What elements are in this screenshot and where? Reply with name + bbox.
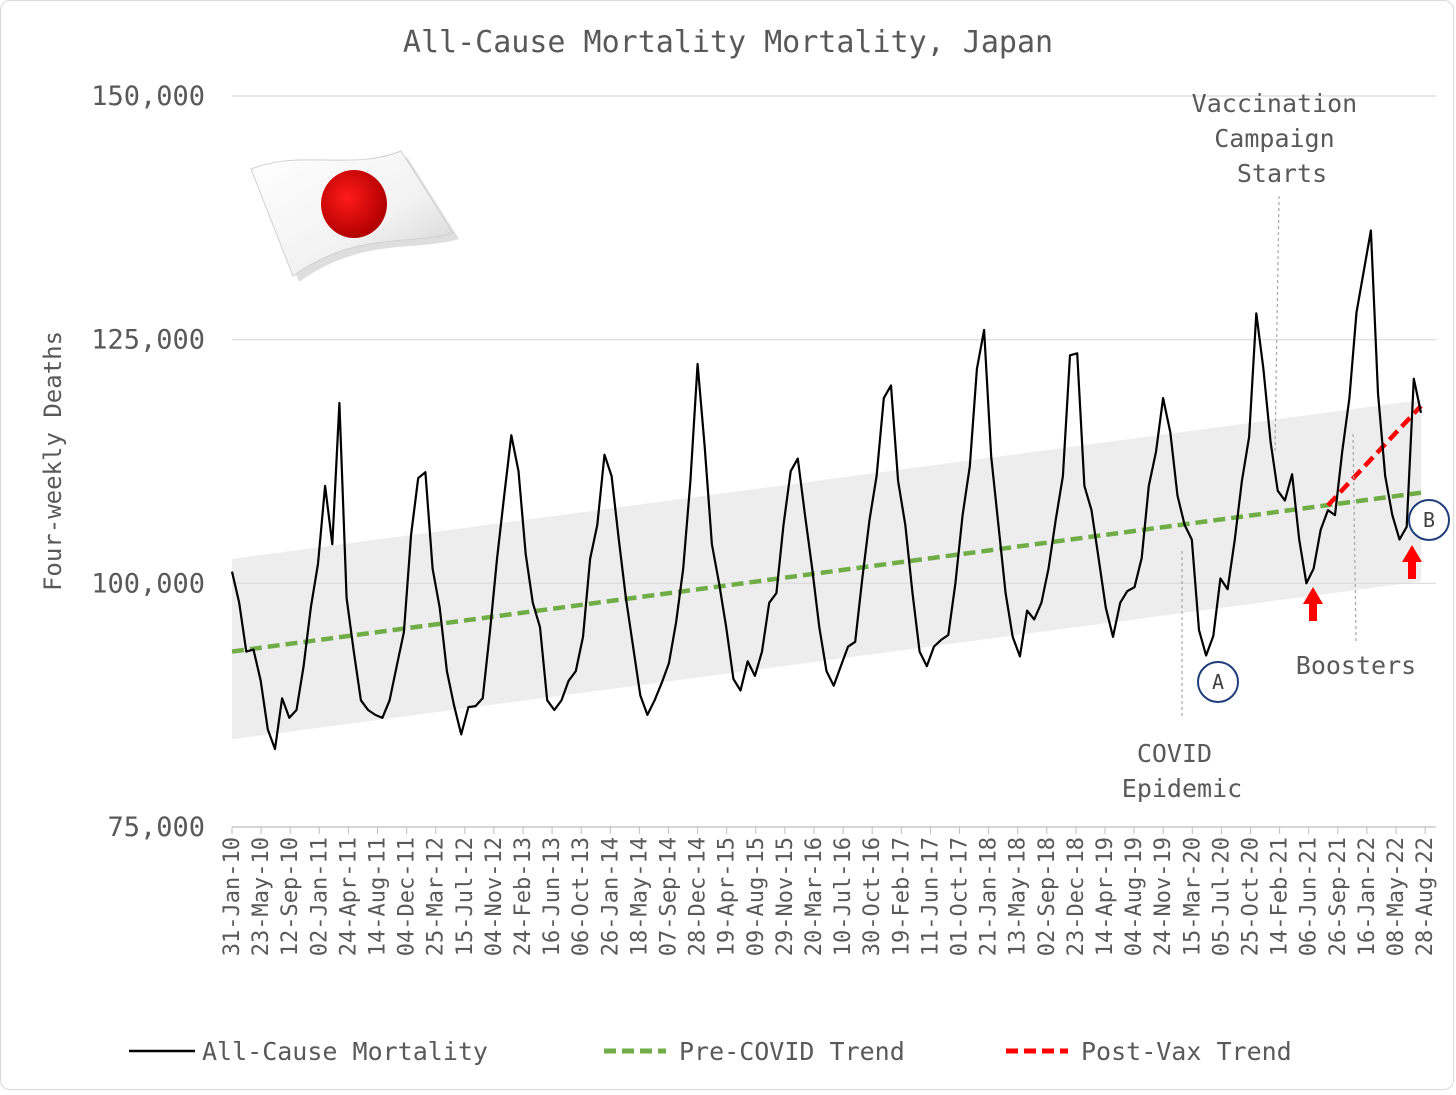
x-tick-label: 15-Mar-20: [1180, 837, 1205, 956]
boosters-annotation: Boosters: [1296, 651, 1416, 680]
vaccination-annotation: Vaccination Campaign Starts: [1192, 89, 1373, 188]
legend-label-all-cause: All-Cause Mortality: [202, 1037, 488, 1066]
x-tick-label: 08-May-22: [1384, 837, 1409, 956]
x-tick-label: 16-Jan-22: [1355, 837, 1380, 956]
x-tick-label: 11-Jun-17: [918, 837, 943, 956]
legend-label-post-vax: Post-Vax Trend: [1081, 1037, 1292, 1066]
x-tick-label: 18-May-14: [627, 837, 652, 956]
y-tick-label: 125,000: [91, 325, 205, 356]
covid-annotation: COVID Epidemic: [1122, 739, 1242, 803]
marker-b: B: [1408, 499, 1450, 541]
x-tick-label: 04-Nov-12: [482, 837, 507, 956]
x-tick-label: 23-May-10: [249, 837, 274, 956]
vaccination-leader-line: [1274, 195, 1280, 452]
red-arrow-up-icon: [1303, 587, 1323, 621]
x-tick-label: 25-Oct-20: [1239, 837, 1264, 956]
y-tick-label: 75,000: [107, 812, 205, 843]
x-tick-label: 23-Dec-18: [1064, 837, 1089, 956]
x-tick-label: 16-Jun-13: [540, 837, 565, 956]
x-tick-label: 09-Aug-15: [744, 837, 769, 956]
x-tick-label: 02-Jan-11: [307, 837, 332, 956]
x-tick-label: 21-Jan-18: [977, 837, 1002, 956]
confidence-band: [232, 400, 1421, 740]
x-tick-label: 26-Sep-21: [1326, 837, 1351, 956]
x-tick-label: 06-Jun-21: [1297, 837, 1322, 956]
x-tick-label: 19-Feb-17: [889, 837, 914, 956]
japan-flag-icon: [250, 150, 459, 282]
x-tick-label: 12-Sep-10: [278, 837, 303, 956]
x-tick-label: 30-Oct-16: [860, 837, 885, 956]
svg-text:B: B: [1423, 508, 1435, 532]
x-tick-label: 01-Oct-17: [948, 837, 973, 956]
x-tick-label: 04-Dec-11: [395, 837, 420, 956]
x-tick-label: 14-Aug-11: [366, 837, 391, 956]
x-tick-label: 07-Sep-14: [657, 837, 682, 956]
legend-label-pre-covid: Pre-COVID Trend: [679, 1037, 905, 1066]
y-axis-label: Four-weekly Deaths: [39, 331, 67, 591]
x-tick-label: 29-Nov-15: [773, 837, 798, 956]
y-tick-label: 150,000: [91, 81, 205, 112]
x-tick-label: 31-Jan-10: [220, 837, 245, 956]
x-tick-label: 14-Apr-19: [1093, 837, 1118, 956]
marker-a: A: [1197, 661, 1239, 703]
x-tick-label: 14-Feb-21: [1268, 837, 1293, 956]
x-tick-label: 26-Jan-14: [598, 837, 623, 956]
x-tick-label: 25-Mar-12: [424, 837, 449, 956]
x-tick-label: 24-Apr-11: [336, 837, 361, 956]
x-tick-label: 06-Oct-13: [569, 837, 594, 956]
x-tick-label: 20-Mar-16: [802, 837, 827, 956]
x-tick-label: 24-Nov-19: [1151, 837, 1176, 956]
x-tick-label: 10-Jul-16: [831, 837, 856, 956]
x-tick-label: 05-Jul-20: [1209, 837, 1234, 956]
chart-title: All-Cause Mortality Mortality, Japan: [403, 25, 1053, 60]
x-tick-label: 04-Aug-19: [1122, 837, 1147, 956]
legend: All-Cause Mortality Pre-COVID Trend Post…: [129, 1037, 1292, 1066]
x-tick-label: 02-Sep-18: [1035, 837, 1060, 956]
x-tick-label: 28-Aug-22: [1413, 837, 1438, 956]
x-tick-label: 28-Dec-14: [686, 837, 711, 956]
red-arrow-up-icon: [1402, 545, 1422, 579]
svg-text:A: A: [1212, 670, 1224, 694]
post-vax-trend-line: [1326, 404, 1423, 507]
pre-covid-trend-line: [231, 490, 1422, 654]
y-tick-label: 100,000: [91, 568, 205, 599]
x-tick-label: 24-Feb-13: [511, 837, 536, 956]
x-tick-label: 13-May-18: [1006, 837, 1031, 956]
boosters-leader-line: [1352, 432, 1357, 642]
all-cause-mortality-line: [230, 229, 1423, 751]
x-tick-label: 15-Jul-12: [453, 837, 478, 956]
x-tick-label: 19-Apr-15: [715, 837, 740, 956]
